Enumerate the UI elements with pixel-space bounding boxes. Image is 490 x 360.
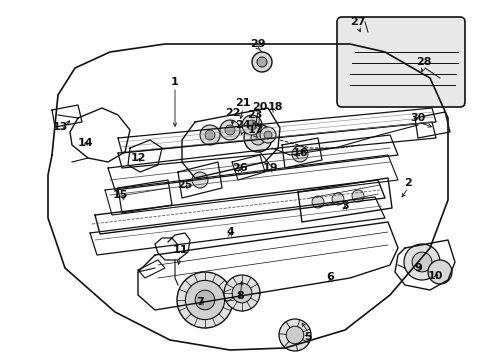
Circle shape xyxy=(242,115,262,135)
Circle shape xyxy=(244,124,272,152)
Text: 21: 21 xyxy=(235,98,251,108)
Text: 4: 4 xyxy=(226,227,234,237)
Text: 5: 5 xyxy=(304,332,312,342)
Circle shape xyxy=(185,280,224,320)
Text: 28: 28 xyxy=(416,57,432,67)
Text: 12: 12 xyxy=(130,153,146,163)
Text: 30: 30 xyxy=(411,113,426,123)
Circle shape xyxy=(192,172,208,188)
Circle shape xyxy=(286,326,304,344)
Circle shape xyxy=(195,290,215,310)
Circle shape xyxy=(225,125,235,135)
Circle shape xyxy=(247,120,257,130)
Circle shape xyxy=(404,244,440,280)
Text: 29: 29 xyxy=(250,39,266,49)
Circle shape xyxy=(200,125,220,145)
Text: 25: 25 xyxy=(177,180,193,190)
Text: 3: 3 xyxy=(341,201,349,211)
Text: 13: 13 xyxy=(52,122,68,132)
Text: 9: 9 xyxy=(414,263,422,273)
Circle shape xyxy=(232,283,252,303)
Circle shape xyxy=(224,275,260,311)
Text: 26: 26 xyxy=(232,163,248,173)
Circle shape xyxy=(177,272,233,328)
Circle shape xyxy=(412,252,432,272)
Text: 27: 27 xyxy=(350,17,366,27)
Circle shape xyxy=(260,127,276,143)
Circle shape xyxy=(252,52,272,72)
Text: 14: 14 xyxy=(77,138,93,148)
Circle shape xyxy=(312,196,324,208)
Circle shape xyxy=(251,131,265,145)
Text: 7: 7 xyxy=(196,297,204,307)
Text: 16: 16 xyxy=(292,148,308,158)
Circle shape xyxy=(205,130,215,140)
Text: 11: 11 xyxy=(172,245,188,255)
Text: 1: 1 xyxy=(171,77,179,87)
Circle shape xyxy=(332,193,344,205)
Text: 23: 23 xyxy=(247,110,263,120)
Text: 22: 22 xyxy=(225,108,241,118)
Circle shape xyxy=(264,131,272,139)
Text: 24: 24 xyxy=(235,120,251,130)
Text: 10: 10 xyxy=(427,271,442,281)
Text: 2: 2 xyxy=(404,178,412,188)
Circle shape xyxy=(257,57,267,67)
Text: 15: 15 xyxy=(112,190,128,200)
Text: 18: 18 xyxy=(267,102,283,112)
Circle shape xyxy=(279,319,311,351)
Text: 6: 6 xyxy=(326,272,334,282)
Text: 20: 20 xyxy=(252,102,268,112)
Circle shape xyxy=(352,190,364,202)
FancyBboxPatch shape xyxy=(337,17,465,107)
Circle shape xyxy=(428,260,452,284)
Circle shape xyxy=(292,146,308,162)
Circle shape xyxy=(220,120,240,140)
Text: 8: 8 xyxy=(236,291,244,301)
Text: 19: 19 xyxy=(262,163,278,173)
Text: 17: 17 xyxy=(247,125,263,135)
